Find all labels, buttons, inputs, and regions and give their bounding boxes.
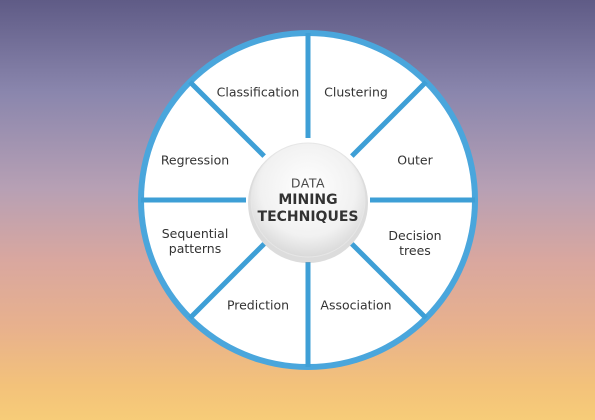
segment-dividers (141, 33, 475, 367)
segment-label-1: Classification (216, 84, 300, 100)
hub-title-line1: DATA (290, 175, 326, 191)
divider-line (350, 242, 428, 320)
hub-title-line2: MINING (278, 192, 338, 208)
segment-label-4: Decision trees (388, 228, 442, 258)
divider-line (188, 80, 266, 158)
segment-label-7: Sequential patterns (161, 226, 229, 256)
segment-label-2: Clustering (324, 84, 388, 100)
segment-label-8: Regression (160, 152, 230, 168)
hub-title-line3: TECHNIQUES (257, 209, 359, 225)
segment-label-3: Outer (397, 152, 433, 168)
hub-circle (250, 142, 366, 258)
segment-label-6: Prediction (226, 297, 290, 313)
divider-line (188, 242, 266, 320)
segment-label-5: Association (320, 297, 392, 313)
divider-line (350, 80, 428, 158)
